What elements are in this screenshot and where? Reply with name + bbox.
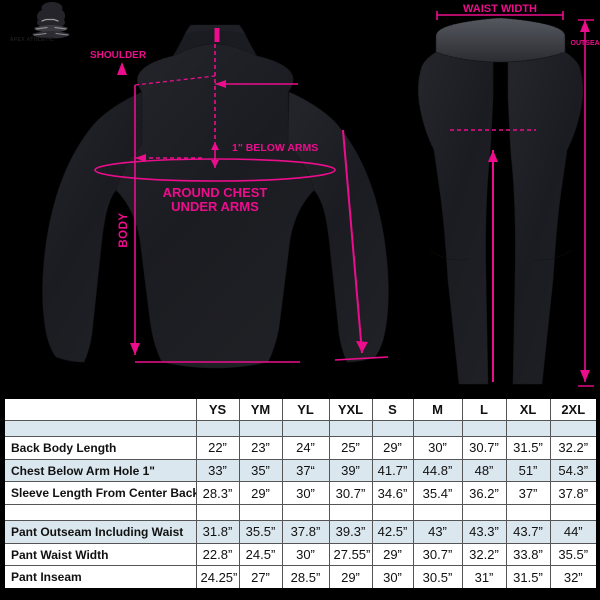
svg-text:WAIST WIDTH: WAIST WIDTH: [463, 3, 537, 15]
svg-text:OUTSEAM: OUTSEAM: [571, 40, 600, 47]
